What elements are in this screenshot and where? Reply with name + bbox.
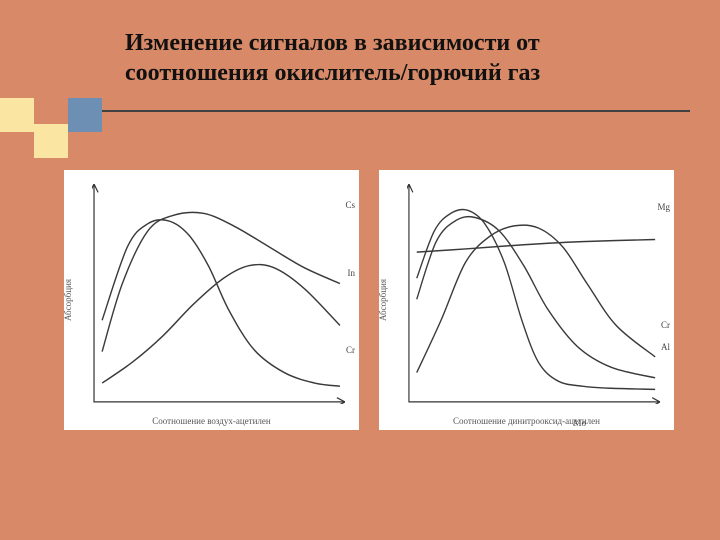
curve-cs <box>102 212 340 351</box>
slide: Изменение сигналов в зависимости от соот… <box>0 0 720 540</box>
curve-mg <box>417 240 655 253</box>
corner-decoration <box>0 90 140 150</box>
chart-right-svg <box>407 184 660 404</box>
axis <box>94 184 345 402</box>
chart-right-xlabel: Соотношение динитрооксид-ацетилен <box>379 416 674 426</box>
title-line-2: соотношения окислитель/горючий газ <box>125 58 680 88</box>
series-label-mo: Mo <box>573 418 586 428</box>
deco-square <box>68 98 102 132</box>
deco-square <box>0 98 34 132</box>
series-label-cs: Cs <box>345 200 355 210</box>
series-label-cr: Cr <box>661 320 670 330</box>
deco-square <box>34 124 68 158</box>
chart-right-plot <box>407 184 660 404</box>
curve-mo <box>417 209 655 389</box>
chart-left-svg <box>92 184 345 404</box>
series-label-cr: Cr <box>346 345 355 355</box>
chart-left-ylabel: Абсорбция <box>63 279 73 321</box>
curve-in <box>102 265 340 383</box>
chart-left: Абсорбция Соотношение воздух-ацетилен Cs… <box>64 170 359 430</box>
deco-square <box>34 90 68 124</box>
series-label-mg: Mg <box>657 202 670 212</box>
chart-left-xlabel: Соотношение воздух-ацетилен <box>64 416 359 426</box>
curve-cr <box>417 225 655 373</box>
charts-row: Абсорбция Соотношение воздух-ацетилен Cs… <box>64 170 674 430</box>
slide-title: Изменение сигналов в зависимости от соот… <box>125 28 680 88</box>
series-label-in: In <box>348 268 356 278</box>
title-line-1: Изменение сигналов в зависимости от <box>125 28 680 58</box>
chart-right-ylabel: Абсорбция <box>378 279 388 321</box>
series-label-al: Al <box>661 342 670 352</box>
chart-right: Абсорбция Соотношение динитрооксид-ацети… <box>379 170 674 430</box>
curve-cr <box>102 220 340 386</box>
chart-left-plot <box>92 184 345 404</box>
